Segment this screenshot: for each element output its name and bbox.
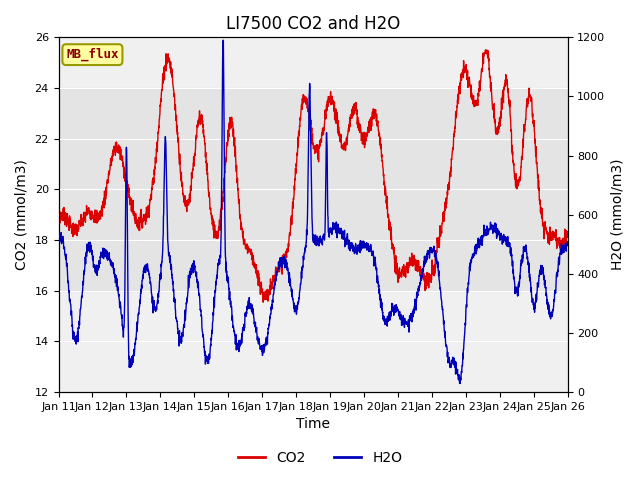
Legend: CO2, H2O: CO2, H2O [232, 445, 408, 471]
Y-axis label: CO2 (mmol/m3): CO2 (mmol/m3) [15, 159, 29, 270]
Title: LI7500 CO2 and H2O: LI7500 CO2 and H2O [226, 15, 400, 33]
Y-axis label: H2O (mmol/m3): H2O (mmol/m3) [611, 159, 625, 270]
X-axis label: Time: Time [296, 418, 330, 432]
Text: MB_flux: MB_flux [66, 48, 118, 61]
Bar [58, 88, 568, 291]
